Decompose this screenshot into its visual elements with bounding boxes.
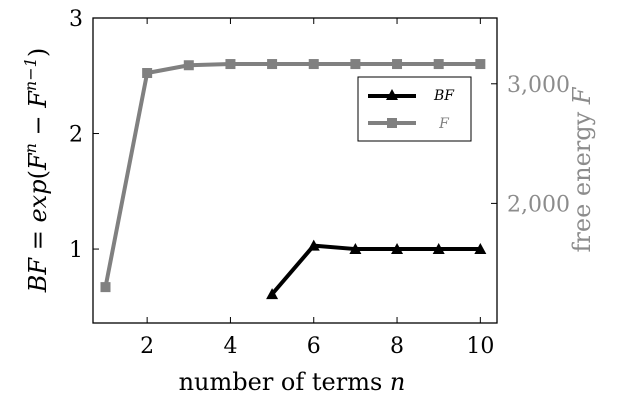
point-f: [267, 59, 278, 70]
y-right-tick-label: 2,000: [507, 192, 570, 217]
point-bf: [307, 239, 320, 251]
x-tick-label: 6: [307, 334, 321, 359]
x-tick-label: 2: [140, 334, 154, 359]
x-tick-label: 4: [223, 334, 237, 359]
legend-marker-bf: [386, 89, 398, 100]
y-left-tick-label: 2: [69, 123, 83, 148]
point-bf: [474, 243, 487, 255]
point-f: [225, 59, 236, 70]
legend-label-bf: BF: [433, 88, 455, 104]
legend-marker-f: [387, 118, 397, 128]
point-f: [308, 59, 319, 70]
point-f: [350, 59, 361, 70]
point-f: [433, 59, 444, 70]
legend-label-f: F: [438, 116, 450, 132]
x-axis-label: number of terms n: [179, 368, 406, 396]
point-f: [100, 282, 111, 293]
point-bf: [391, 243, 404, 255]
point-bf: [432, 243, 445, 255]
point-f: [392, 59, 403, 70]
series-line-bf: [270, 243, 481, 296]
y-axis-left-label: BF = exp(Fn − Fn−1): [21, 48, 52, 293]
x-tick-label: 10: [466, 334, 494, 359]
legend: BF F: [357, 76, 472, 142]
series-line-f: [103, 62, 481, 288]
y-left-tick-label: 3: [69, 7, 83, 32]
point-f: [142, 68, 153, 79]
y-axis-right-label: free energy F: [568, 86, 596, 252]
point-bf: [266, 288, 279, 300]
point-f: [183, 60, 194, 71]
point-f: [475, 59, 486, 70]
x-tick-label: 8: [390, 334, 404, 359]
y-left-tick-label: 1: [69, 238, 83, 263]
y-right-tick-label: 3,000: [507, 73, 570, 98]
point-bf: [349, 243, 362, 255]
plot-frame: [92, 17, 498, 324]
legend-box: [357, 76, 472, 142]
